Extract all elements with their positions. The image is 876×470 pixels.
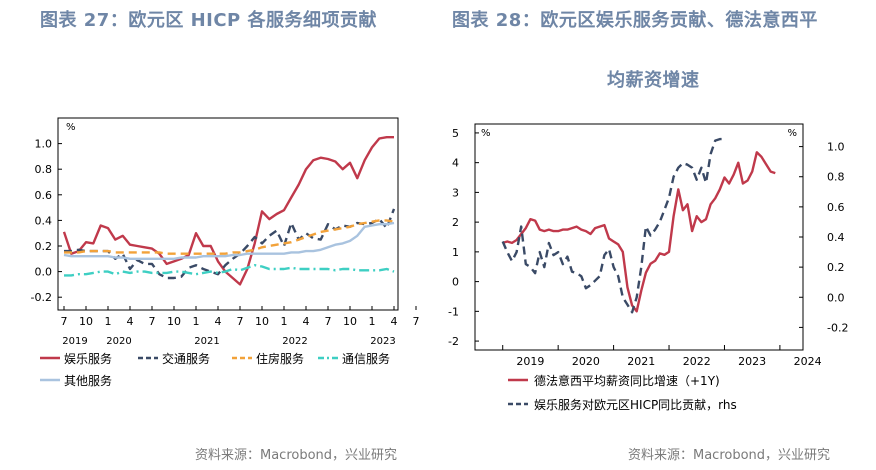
y-right-tick-label: 0.8 bbox=[827, 171, 845, 184]
y-left-unit-label: % bbox=[481, 128, 491, 139]
x-tick-label: 7 bbox=[237, 315, 244, 328]
y-tick-label: 0.2 bbox=[35, 240, 53, 253]
x-tick-label: 4 bbox=[303, 315, 310, 328]
y-left-tick-label: 5 bbox=[452, 127, 459, 140]
legend-label: 住房服务 bbox=[256, 351, 304, 366]
y-unit-label: % bbox=[66, 122, 76, 133]
y-right-tick-label: 0.0 bbox=[827, 291, 845, 304]
y-right-tick-label: 0.2 bbox=[827, 261, 845, 274]
x-tick-label: 7 bbox=[61, 315, 68, 328]
legend-label: 其他服务 bbox=[64, 373, 112, 388]
y-tick-label: 0.6 bbox=[35, 189, 53, 202]
series-line bbox=[62, 135, 394, 286]
x-tick-label: 2020 bbox=[572, 355, 600, 368]
chart-28-title-line2: 均薪资增速 bbox=[607, 70, 700, 91]
x-tick-label: 1 bbox=[281, 315, 288, 328]
series-line bbox=[64, 264, 395, 277]
x-year-label: 2021 bbox=[194, 336, 219, 347]
chart-27-source: 资料来源：Macrobond，兴业研究 bbox=[195, 448, 398, 463]
x-tick-label: 4 bbox=[215, 315, 222, 328]
y-tick-label: 0.0 bbox=[35, 266, 53, 279]
y-left-tick-label: 0 bbox=[452, 276, 459, 289]
x-year-label: 2019 bbox=[62, 336, 87, 347]
y-right-tick-label: 0.6 bbox=[827, 201, 845, 214]
x-tick-label: 10 bbox=[79, 315, 93, 328]
legend-label: 德法意西平均薪资同比增速（+1Y) bbox=[534, 373, 720, 388]
y-tick-label: 1.0 bbox=[35, 138, 53, 151]
x-tick-label: 2022 bbox=[683, 355, 711, 368]
y-left-tick-label: 3 bbox=[452, 186, 459, 199]
y-right-unit-label: % bbox=[787, 128, 797, 139]
x-tick-label: 1 bbox=[193, 315, 200, 328]
chart-27-title: 图表 27：欧元区 HICP 各服务细项贡献 bbox=[40, 10, 378, 31]
y-left-tick-label: 1 bbox=[452, 246, 459, 259]
chart-28-source: 资料来源：Macrobond，兴业研究 bbox=[628, 448, 831, 463]
x-tick-label: 7 bbox=[149, 315, 156, 328]
x-year-label: 2020 bbox=[106, 336, 131, 347]
x-tick-label: 1 bbox=[105, 315, 112, 328]
y-right-tick-label: -0.2 bbox=[827, 321, 848, 334]
x-tick-label: 2019 bbox=[516, 355, 544, 368]
x-tick-label: 7 bbox=[325, 315, 332, 328]
series-line bbox=[501, 137, 725, 314]
y-right-tick-label: 0.4 bbox=[827, 231, 845, 244]
y-left-tick-label: 4 bbox=[452, 157, 459, 170]
y-left-tick-label: 2 bbox=[452, 216, 459, 229]
series-line bbox=[64, 208, 396, 280]
x-year-label: 2023 bbox=[370, 336, 395, 347]
y-left-tick-label: -2 bbox=[448, 335, 459, 348]
plot-frame bbox=[474, 123, 804, 351]
x-tick-label: 2021 bbox=[627, 355, 655, 368]
y-tick-label: 0.4 bbox=[35, 214, 53, 227]
y-tick-label: -0.2 bbox=[31, 291, 52, 304]
legend-label: 通信服务 bbox=[342, 351, 390, 366]
chart-28-title-line1: 图表 28：欧元区娱乐服务贡献、德法意西平 bbox=[452, 10, 818, 31]
x-tick-label: 10 bbox=[255, 315, 269, 328]
x-tick-label: 2024 bbox=[794, 355, 822, 368]
legend-label: 娱乐服务 bbox=[64, 351, 112, 366]
series-line bbox=[64, 219, 395, 255]
series-line bbox=[502, 151, 776, 313]
legend-label: 娱乐服务对欧元区HICP同比贡献，rhs bbox=[534, 397, 737, 412]
x-tick-label: 10 bbox=[343, 315, 357, 328]
x-year-label: 2022 bbox=[282, 336, 307, 347]
x-tick-label: 2023 bbox=[738, 355, 766, 368]
y-tick-label: 0.8 bbox=[35, 163, 53, 176]
series-line bbox=[63, 221, 395, 260]
legend-label: 交通服务 bbox=[162, 351, 210, 366]
y-right-tick-label: 1.0 bbox=[827, 141, 845, 154]
y-left-tick-label: -1 bbox=[448, 305, 459, 318]
x-tick-label: 7 bbox=[413, 315, 420, 328]
x-tick-label: 1 bbox=[369, 315, 376, 328]
x-tick-label: 4 bbox=[127, 315, 134, 328]
x-tick-label: 4 bbox=[391, 315, 398, 328]
x-tick-label: 10 bbox=[167, 315, 181, 328]
plot-frame bbox=[57, 117, 399, 311]
